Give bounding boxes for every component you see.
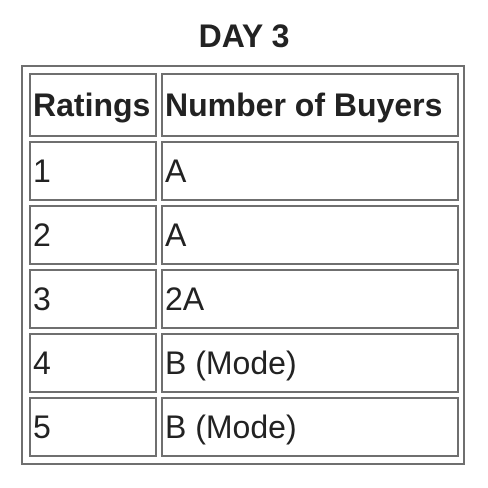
buyers-cell: B (Mode) (161, 333, 459, 393)
ratings-table: Ratings Number of Buyers 1 A 2 A 3 2A 4 … (21, 65, 465, 465)
rating-cell: 1 (29, 141, 157, 201)
header-ratings: Ratings (29, 73, 157, 137)
rating-cell: 2 (29, 205, 157, 265)
table-row: 5 B (Mode) (29, 397, 459, 457)
rating-cell: 5 (29, 397, 157, 457)
table-header-row: Ratings Number of Buyers (29, 73, 459, 137)
buyers-cell: B (Mode) (161, 397, 459, 457)
rating-cell: 3 (29, 269, 157, 329)
page-title: DAY 3 (198, 18, 290, 54)
buyers-cell: A (161, 205, 459, 265)
buyers-cell: 2A (161, 269, 459, 329)
table-row: 1 A (29, 141, 459, 201)
table-row: 2 A (29, 205, 459, 265)
buyers-cell: A (161, 141, 459, 201)
table-row: 4 B (Mode) (29, 333, 459, 393)
ratings-table-grid: Ratings Number of Buyers 1 A 2 A 3 2A 4 … (25, 69, 463, 461)
rating-cell: 4 (29, 333, 157, 393)
table-row: 3 2A (29, 269, 459, 329)
header-number-of-buyers: Number of Buyers (161, 73, 459, 137)
